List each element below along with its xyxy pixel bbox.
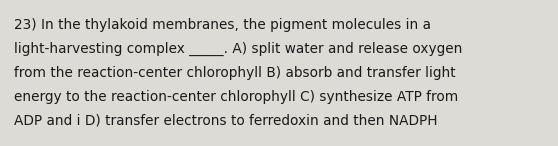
Text: energy to the reaction-center chlorophyll C) synthesize ATP from: energy to the reaction-center chlorophyl… bbox=[14, 90, 458, 104]
Text: ADP and i D) transfer electrons to ferredoxin and then NADPH: ADP and i D) transfer electrons to ferre… bbox=[14, 114, 437, 128]
Text: 23) In the thylakoid membranes, the pigment molecules in a: 23) In the thylakoid membranes, the pigm… bbox=[14, 18, 431, 32]
Text: from the reaction-center chlorophyll B) absorb and transfer light: from the reaction-center chlorophyll B) … bbox=[14, 66, 455, 80]
Text: light-harvesting complex _____. A) split water and release oxygen: light-harvesting complex _____. A) split… bbox=[14, 42, 463, 56]
